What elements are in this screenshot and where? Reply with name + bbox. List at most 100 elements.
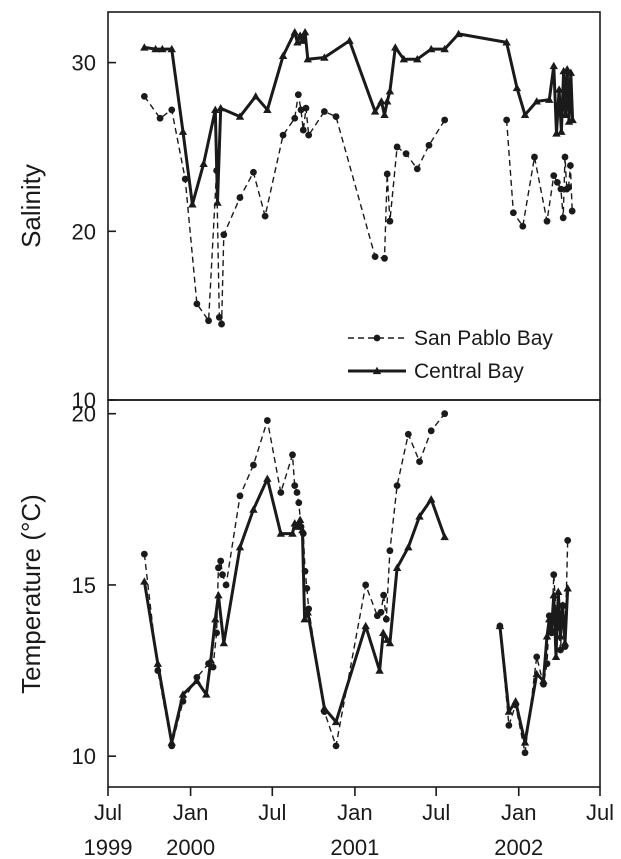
data-point bbox=[554, 85, 564, 93]
data-point bbox=[542, 632, 552, 640]
data-point bbox=[205, 317, 212, 325]
data-point bbox=[250, 461, 257, 469]
data-point bbox=[509, 209, 517, 217]
data-point bbox=[413, 55, 422, 63]
data-point bbox=[236, 492, 244, 500]
data-point bbox=[263, 474, 272, 482]
data-point bbox=[532, 669, 541, 678]
data-point bbox=[383, 97, 392, 105]
x-year-label: 2002 bbox=[494, 835, 543, 859]
data-point bbox=[549, 61, 558, 70]
data-point bbox=[415, 512, 424, 520]
data-point bbox=[440, 532, 449, 541]
data-point bbox=[380, 110, 389, 119]
data-point bbox=[206, 656, 215, 664]
data-point bbox=[291, 482, 299, 490]
x-tick-label: Jul bbox=[586, 800, 614, 825]
data-point bbox=[263, 105, 272, 113]
data-point bbox=[153, 659, 163, 667]
data-point bbox=[371, 253, 379, 261]
data-point bbox=[519, 222, 527, 230]
data-point bbox=[381, 254, 388, 262]
legend-label: San Pablo Bay bbox=[414, 327, 553, 350]
data-point bbox=[503, 116, 511, 124]
legend-item: San Pablo Bay bbox=[348, 327, 553, 350]
data-point bbox=[299, 126, 307, 134]
data-point bbox=[377, 97, 386, 105]
data-point bbox=[386, 547, 394, 555]
data-point bbox=[370, 107, 380, 115]
series-line bbox=[144, 30, 575, 206]
data-point bbox=[217, 557, 225, 565]
data-point bbox=[392, 563, 402, 571]
data-point bbox=[332, 742, 340, 750]
data-point bbox=[193, 300, 201, 308]
x-tick-label: Jan bbox=[337, 800, 372, 825]
data-point bbox=[216, 103, 225, 112]
data-point bbox=[331, 717, 341, 726]
data-point bbox=[425, 141, 433, 149]
data-point bbox=[295, 499, 303, 507]
y-tick-label: 15 bbox=[72, 573, 96, 598]
data-point bbox=[214, 591, 223, 599]
data-point bbox=[427, 495, 436, 503]
data-point bbox=[399, 55, 409, 63]
data-point bbox=[332, 113, 340, 120]
data-point bbox=[219, 571, 226, 579]
series-line bbox=[143, 413, 446, 747]
y-tick-label: 20 bbox=[72, 402, 96, 427]
series-line bbox=[143, 93, 446, 325]
data-point bbox=[288, 529, 297, 537]
data-point bbox=[393, 143, 401, 151]
data-point bbox=[300, 614, 309, 623]
data-point bbox=[345, 36, 354, 44]
data-point bbox=[557, 127, 566, 135]
data-point bbox=[178, 690, 188, 698]
x-tick-label: Jan bbox=[501, 800, 536, 825]
data-point bbox=[215, 564, 222, 572]
data-point bbox=[561, 153, 569, 161]
data-point bbox=[404, 430, 412, 438]
data-point bbox=[140, 550, 148, 558]
data-point bbox=[305, 131, 313, 139]
data-point bbox=[441, 410, 449, 418]
y-tick-label: 30 bbox=[72, 51, 96, 76]
data-point bbox=[550, 172, 558, 180]
data-point bbox=[156, 114, 164, 122]
x-tick-label: Jul bbox=[422, 800, 450, 825]
x-year-label: 1999 bbox=[84, 835, 133, 859]
data-point bbox=[263, 417, 271, 424]
data-point bbox=[140, 577, 149, 585]
y-tick-label: 10 bbox=[72, 744, 96, 769]
data-point bbox=[235, 112, 245, 120]
series-san-pablo-bay bbox=[140, 91, 576, 328]
data-point bbox=[531, 153, 538, 161]
data-point bbox=[413, 165, 421, 173]
data-point bbox=[551, 652, 561, 661]
y-axis-label: Salinity bbox=[16, 164, 46, 248]
data-point bbox=[557, 185, 565, 193]
data-point bbox=[402, 150, 410, 158]
plot-frame bbox=[107, 399, 601, 788]
data-point bbox=[502, 38, 511, 46]
data-point bbox=[220, 231, 228, 239]
data-point bbox=[533, 653, 541, 661]
data-point bbox=[564, 537, 572, 544]
data-point bbox=[279, 131, 287, 139]
series-central-bay bbox=[140, 28, 577, 208]
data-point bbox=[563, 65, 572, 73]
data-point bbox=[549, 591, 558, 599]
data-point bbox=[188, 200, 197, 208]
data-point bbox=[298, 36, 307, 44]
data-point bbox=[545, 614, 554, 623]
data-point bbox=[289, 451, 296, 459]
data-point bbox=[250, 168, 257, 176]
data-point bbox=[320, 704, 329, 712]
data-point bbox=[290, 28, 299, 36]
data-point bbox=[416, 458, 423, 466]
y-axis-label: Temperature (°C) bbox=[16, 494, 46, 694]
data-point bbox=[293, 489, 301, 496]
series-line bbox=[142, 477, 447, 744]
x-year-label: 2001 bbox=[330, 835, 379, 859]
data-point bbox=[167, 44, 176, 53]
